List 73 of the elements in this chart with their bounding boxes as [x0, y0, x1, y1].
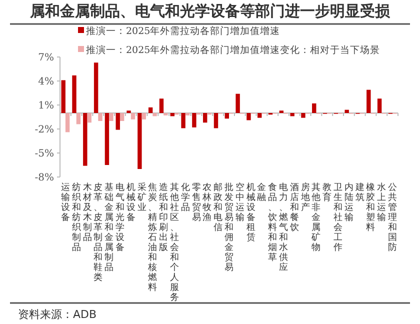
category-label: 基础金属和金属制品: [104, 183, 114, 273]
bar: [116, 113, 120, 130]
category-label: 批发贸易和佣金贸易: [224, 183, 234, 273]
bar: [138, 113, 142, 169]
bar: [152, 113, 157, 116]
bar: [148, 107, 153, 113]
category-label: 皮革、皮革制品和鞋类: [94, 183, 103, 283]
text: 资料来源：ADB: [18, 308, 97, 321]
category-label: 其他社区、社会和个人服务: [170, 183, 179, 303]
bar: [104, 113, 110, 165]
x-tick-label: 电气和光学设备: [115, 182, 124, 253]
bar: [87, 113, 92, 123]
bar: [130, 113, 136, 120]
y-tick-label: 1%: [38, 100, 54, 112]
category-label: 电力、燃气和水供应: [279, 183, 288, 273]
bar: [377, 98, 382, 113]
bar: [83, 113, 88, 166]
x-tick-label: 公共管理和国防: [388, 182, 398, 253]
x-tick-label: 教育: [322, 182, 332, 203]
bar: [159, 98, 164, 113]
bar: [344, 110, 349, 113]
x-tick-label: 金融: [257, 182, 266, 203]
bar: [214, 113, 218, 128]
chart-title: 属和金属制品、电气和光学设备等部门进一步明显受损: [29, 2, 391, 20]
bar: [192, 113, 196, 128]
bar: [72, 75, 76, 113]
bar: [142, 113, 146, 120]
bar: [94, 62, 98, 113]
y-tick-label: -8%: [34, 172, 54, 184]
x-tick-label: 酒店和餐饮: [288, 182, 299, 233]
bar: [181, 113, 186, 128]
bar: [258, 113, 262, 118]
bar: [65, 113, 70, 132]
y-tick-label: -5%: [34, 148, 54, 160]
bar: [120, 113, 124, 121]
x-tick-label: 房地产: [300, 182, 310, 213]
bar: [109, 113, 114, 121]
x-tick-label: 邮政和电信: [214, 182, 223, 233]
bar: [301, 113, 306, 118]
bar: [366, 90, 371, 113]
x-tick-label: 其他非金属矿物: [310, 182, 321, 253]
category-label: 焦炭、精炼石油和核燃料: [148, 183, 158, 293]
y-tick-label: 4%: [38, 76, 54, 88]
legend-label: 推演一：2025年外需拉动各部门增加值增速变化：相对于当下场景: [86, 44, 380, 56]
x-tick-label: 纺织和纺织制品: [72, 182, 81, 253]
legend-label: 推演一：2025年外需拉动各部门增加值增速: [86, 25, 280, 37]
x-tick-label: 机械设备: [126, 182, 136, 223]
bar: [224, 113, 229, 119]
x-tick-label: 机械设备租赁: [246, 182, 256, 243]
x-tick-label: 内陆运输: [344, 182, 354, 223]
bar: [61, 80, 66, 113]
bar: [236, 94, 240, 113]
bar: [76, 113, 81, 124]
bar: [202, 113, 208, 123]
bar: [290, 113, 294, 116]
x-tick-label: 卫生和社会工作: [332, 183, 343, 253]
x-tick-label: 零售贸易: [192, 182, 201, 223]
x-tick-label: 化学品: [180, 182, 190, 213]
y-tick-label: 7%: [38, 52, 54, 64]
x-tick-label: 食品、饮料和烟草: [267, 182, 278, 263]
x-tick-label: 木材及木制品: [82, 182, 92, 243]
bar: [246, 113, 251, 120]
x-tick-label: 运输设备: [60, 182, 70, 223]
x-tick-label: 农林牧渔: [202, 182, 212, 223]
x-tick-label: 造纸和印刷出版: [159, 182, 168, 253]
y-tick-label: -2%: [34, 124, 54, 136]
x-tick-label: 建筑: [354, 182, 364, 203]
x-tick-label: 采矿业: [136, 182, 146, 213]
x-tick-label: 水上运输: [377, 182, 386, 223]
x-tick-label: 空中运输: [235, 182, 244, 223]
x-tick-label: 橡胶和塑料: [366, 182, 376, 233]
bar: [98, 113, 102, 121]
bar: [312, 103, 316, 113]
